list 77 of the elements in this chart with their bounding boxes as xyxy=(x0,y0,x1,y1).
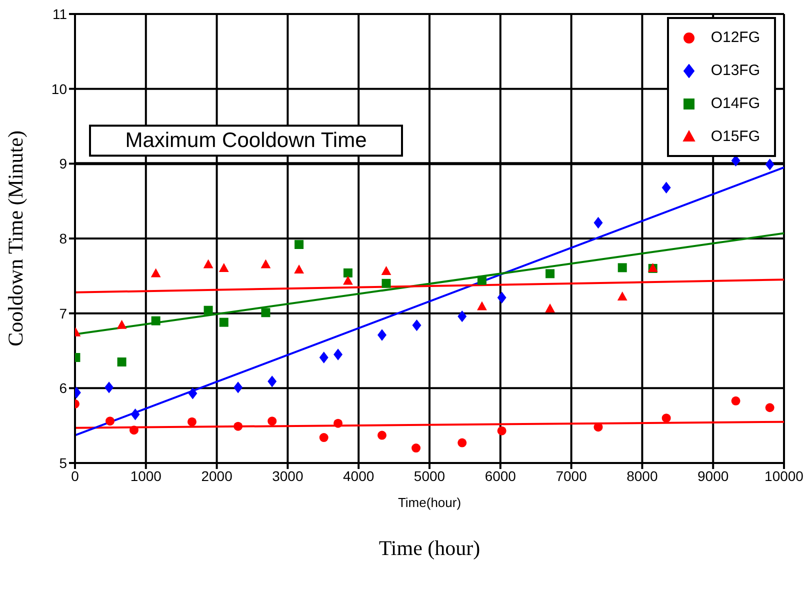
point xyxy=(458,310,467,322)
point xyxy=(130,408,140,420)
x-tick-label: 1000 xyxy=(130,468,162,484)
point xyxy=(204,306,213,315)
point xyxy=(219,318,228,327)
x-tick-label: 0 xyxy=(71,468,80,484)
y-tick-label: 8 xyxy=(59,230,68,246)
point xyxy=(662,414,671,423)
point xyxy=(381,266,392,276)
point xyxy=(234,422,243,431)
point xyxy=(319,352,328,364)
point xyxy=(497,292,506,304)
text: Time (hour) xyxy=(378,536,482,561)
point xyxy=(294,264,304,274)
point xyxy=(268,416,277,426)
x-axis-title: Time(hour) xyxy=(398,495,462,510)
x-tick-label: 9000 xyxy=(698,468,729,484)
point xyxy=(188,388,198,400)
point xyxy=(268,376,277,388)
point xyxy=(116,320,127,329)
legend-label: O14FG xyxy=(710,95,760,112)
point xyxy=(377,430,386,440)
x-tick-label: 4000 xyxy=(343,468,374,484)
point xyxy=(662,182,671,194)
point xyxy=(617,291,628,300)
x-tick-label: 8000 xyxy=(626,468,658,484)
point xyxy=(497,426,506,436)
point xyxy=(382,278,391,288)
point xyxy=(260,259,271,268)
y-tick-label: 11 xyxy=(52,6,68,22)
point xyxy=(545,303,555,312)
x-tick-label: 6000 xyxy=(484,468,516,484)
point xyxy=(294,240,304,249)
point xyxy=(218,263,229,272)
point xyxy=(765,403,774,412)
ref-line-label: Maximum Cooldown Time xyxy=(125,129,367,152)
point xyxy=(458,438,467,448)
point xyxy=(150,268,161,278)
legend-label: O15FG xyxy=(710,128,760,145)
x-tick-label: 5000 xyxy=(414,468,446,484)
x-tick-label: 10000 xyxy=(764,468,804,484)
point xyxy=(106,416,115,426)
point xyxy=(234,382,243,394)
y-axis-title: Cooldown Time (Minute) xyxy=(3,130,28,346)
point xyxy=(618,263,627,272)
point xyxy=(319,433,328,442)
point xyxy=(477,276,486,285)
point xyxy=(117,357,126,366)
point xyxy=(343,276,353,285)
x-tick-label: 7000 xyxy=(556,468,588,484)
point xyxy=(203,259,214,268)
point xyxy=(334,348,343,360)
legend-label: O13FG xyxy=(710,62,760,79)
point xyxy=(594,216,603,229)
point xyxy=(377,329,386,341)
point xyxy=(412,319,422,332)
point xyxy=(104,382,114,394)
label-box: Maximum Cooldown Time xyxy=(89,124,403,157)
point xyxy=(546,269,555,278)
point xyxy=(765,158,774,170)
legend-label: O12FG xyxy=(710,29,760,46)
x-tick-label: 3000 xyxy=(272,468,304,484)
point xyxy=(477,301,487,310)
y-tick-label: 6 xyxy=(59,380,68,396)
point xyxy=(731,396,740,406)
point xyxy=(343,268,352,278)
y-tick-label: 5 xyxy=(59,454,68,471)
point xyxy=(412,444,421,453)
point xyxy=(151,316,160,326)
y-tick-label: 9 xyxy=(59,156,68,172)
point xyxy=(334,418,343,428)
point xyxy=(129,426,138,435)
point xyxy=(187,417,196,426)
x-tick-label: 2000 xyxy=(201,468,233,484)
point xyxy=(261,308,270,318)
y-tick-label: 10 xyxy=(51,80,68,97)
y-tick-label: 7 xyxy=(59,305,68,322)
